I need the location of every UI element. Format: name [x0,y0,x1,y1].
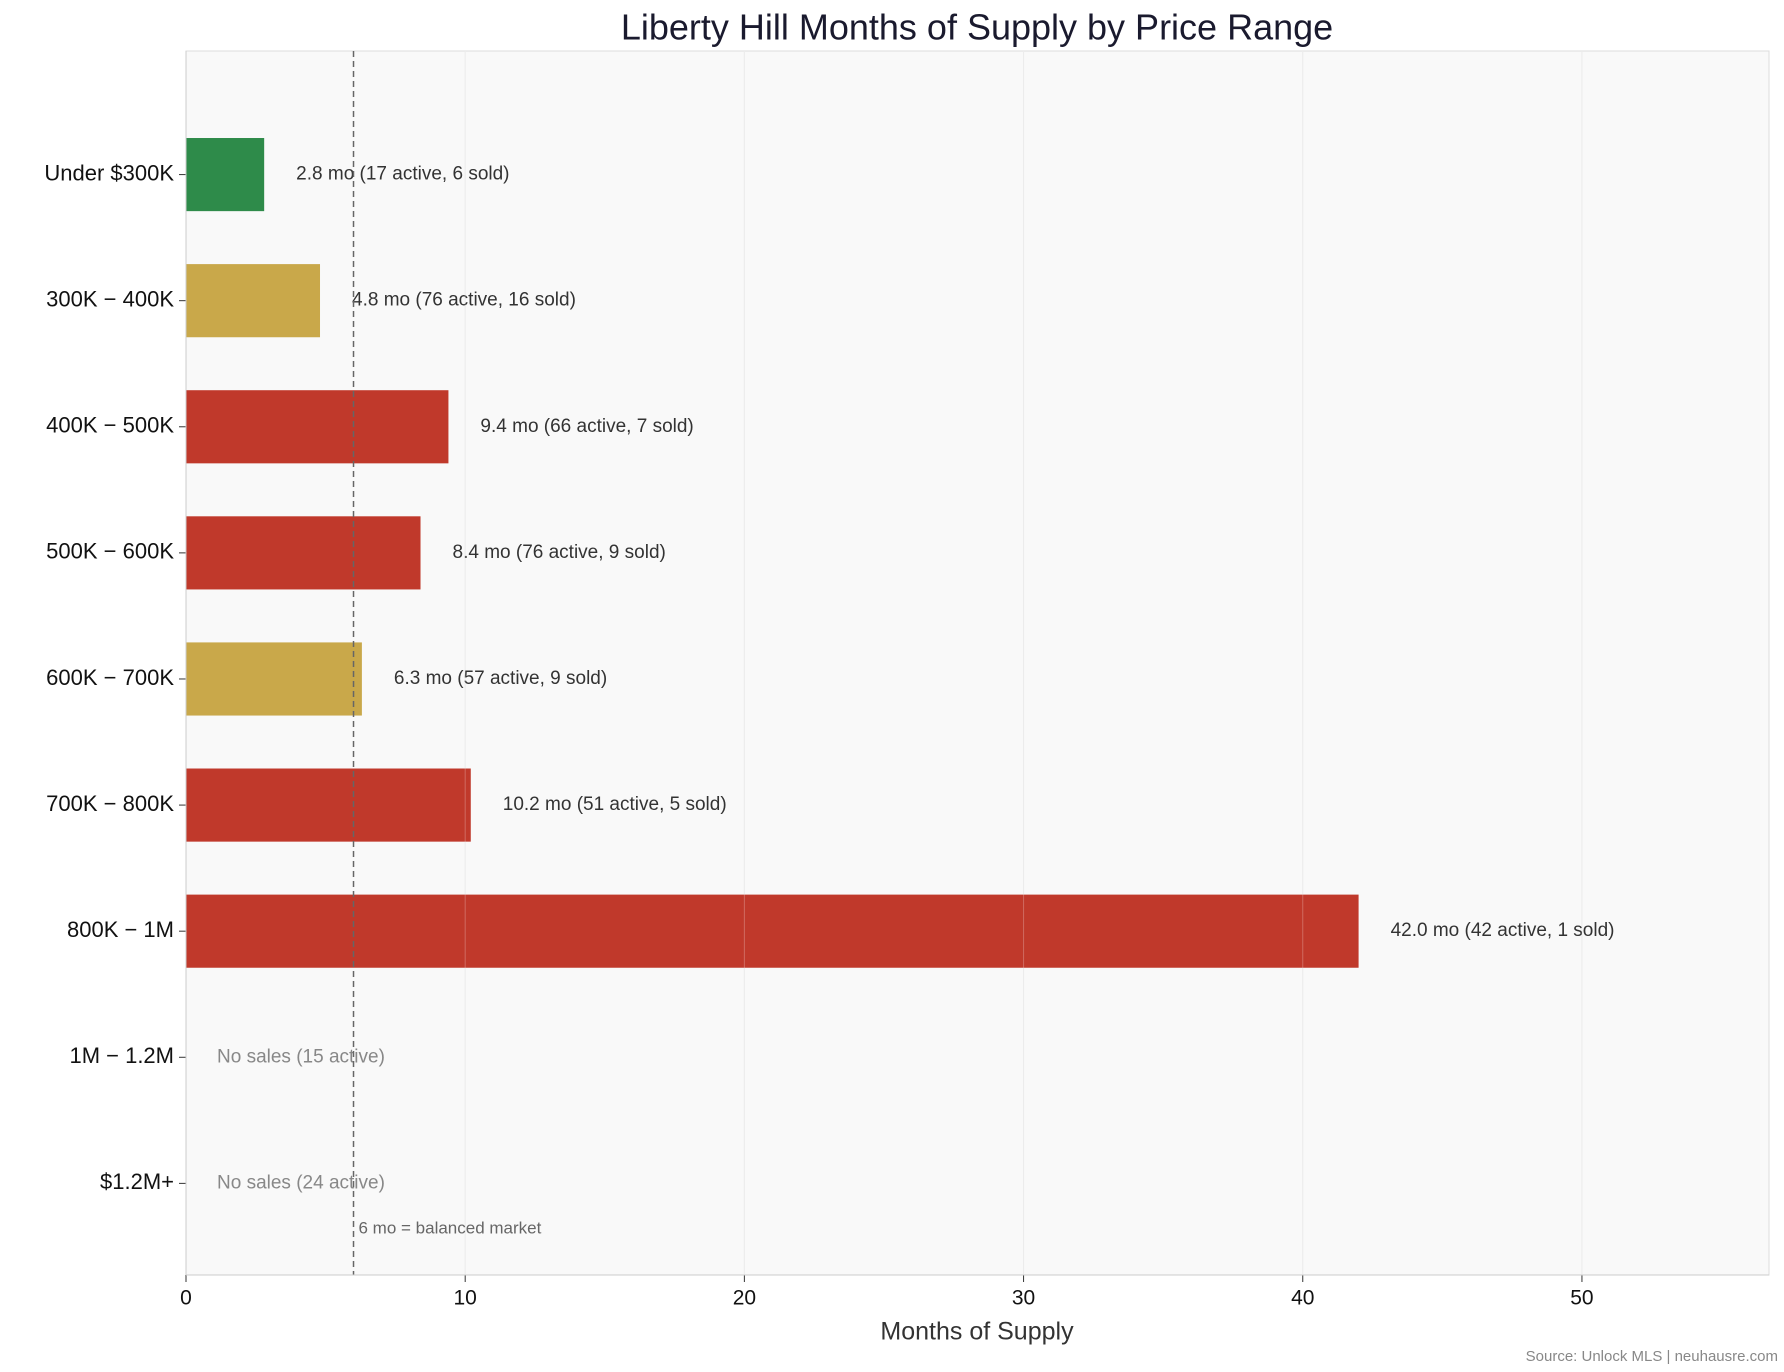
value-label: No sales (15 active) [217,1046,385,1067]
bar [186,264,321,338]
value-label: 9.4 mo (66 active, 7 sold) [480,416,693,437]
y-tick-label: 600K − 700K [46,665,174,690]
y-tick-label: 500K − 600K [46,539,174,564]
value-label: No sales (24 active) [217,1172,385,1193]
value-label: 42.0 mo (42 active, 1 sold) [1391,920,1615,941]
value-label: 4.8 mo (76 active, 16 sold) [352,290,576,311]
x-tick-label: 20 [733,1287,756,1310]
y-tick-label: 700K − 800K [46,791,174,816]
value-label: 6.3 mo (57 active, 9 sold) [394,668,607,689]
bar [186,894,1359,968]
bar [186,768,471,842]
x-tick-label: 0 [180,1287,192,1310]
bar [186,516,421,590]
chart-title: Liberty Hill Months of Supply by Price R… [621,7,1333,48]
value-label: 2.8 mo (17 active, 6 sold) [296,164,509,185]
x-tick-label: 30 [1012,1287,1035,1310]
y-tick-label: $1.2M+ [100,1169,174,1194]
bar [186,138,265,212]
value-label: 8.4 mo (76 active, 9 sold) [453,542,666,563]
y-tick-label: Under $300K [44,160,174,185]
y-tick-label: 1M − 1.2M [69,1043,174,1068]
bar [186,642,362,716]
x-tick-label: 40 [1291,1287,1314,1310]
x-tick-label: 10 [454,1287,477,1310]
y-tick-label: 800K − 1M [67,917,174,942]
x-axis-label: Months of Supply [880,1318,1074,1346]
bar [186,390,449,464]
plot-area [185,50,1770,1276]
value-label: 10.2 mo (51 active, 5 sold) [503,794,727,815]
y-tick-label: 300K − 400K [46,286,174,311]
y-tick-label: 400K − 500K [46,413,174,438]
source-note: Source: Unlock MLS | neuhausre.com [1526,1348,1778,1365]
x-tick-label: 50 [1570,1287,1593,1310]
reference-label: 6 mo = balanced market [359,1218,542,1237]
